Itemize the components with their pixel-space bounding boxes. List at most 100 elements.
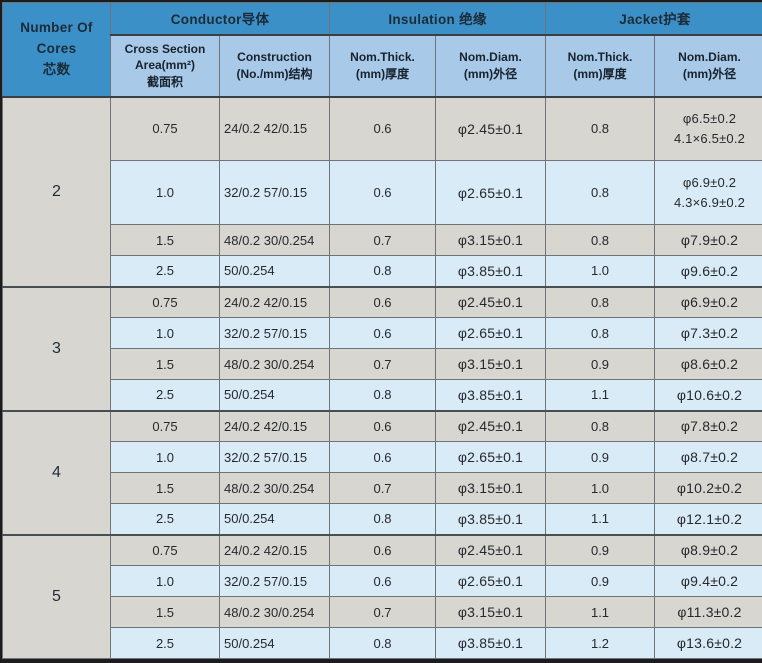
cell-jacket-thickness: 1.1 <box>545 379 656 411</box>
cell-construction: 50/0.254 <box>218 379 331 411</box>
cell-insulation-thickness: 0.6 <box>329 95 437 161</box>
cell-insulation-diameter: φ2.65±0.1 <box>435 441 547 473</box>
cell-cross-section-area: 1.5 <box>110 224 220 256</box>
cell-jacket-diameter: φ8.7±0.2 <box>654 441 762 473</box>
jacket-group-header: Jacket护套 <box>545 2 762 36</box>
cross-section-header: Cross Section Area(mm²) 截面积 <box>110 34 220 98</box>
jacket-thickness-header: Nom.Thick. (mm)厚度 <box>545 34 656 98</box>
cell-jacket-diameter: φ7.9±0.2 <box>654 224 762 256</box>
cell-jacket-thickness: 0.9 <box>545 441 656 473</box>
cell-insulation-thickness: 0.8 <box>329 379 437 411</box>
cell-jacket-diameter: φ9.4±0.2 <box>654 565 762 597</box>
table-row: 5 0.75 24/0.2 42/0.15 0.6 φ2.45±0.1 0.9 φ8.9±0… <box>2 533 762 659</box>
conductor-group-header: Conductor导体 <box>109 2 331 36</box>
cell-jacket-diameter: φ12.1±0.2 <box>654 503 762 535</box>
cell-insulation-diameter: φ2.65±0.1 <box>435 565 547 597</box>
table-body: 2 0.75 24/0.2 42/0.15 0.6 φ2.45±0.1 0.8 φ6.5±0… <box>2 95 762 659</box>
cell-insulation-thickness: 0.6 <box>329 317 437 349</box>
cell-insulation-thickness: 0.8 <box>329 503 437 535</box>
cell-insulation-thickness: 0.8 <box>329 255 437 287</box>
table-row: 1.0 32/0.2 57/0.15 0.6 φ2.65±0.1 0.9 φ8.7±0.2 <box>3 441 762 473</box>
cell-jacket-thickness: 0.8 <box>545 317 656 349</box>
cell-jacket-diameter: φ11.3±0.2 <box>654 596 762 628</box>
table-row: 2.5 50/0.254 0.8 φ3.85±0.1 1.2 φ13.6±0.2 <box>3 627 762 659</box>
cell-insulation-thickness: 0.6 <box>329 441 437 473</box>
cell-insulation-diameter: φ2.45±0.1 <box>435 285 547 318</box>
cell-insulation-diameter: φ2.65±0.1 <box>435 160 547 225</box>
cell-insulation-diameter: φ2.45±0.1 <box>435 409 547 442</box>
cell-construction: 24/0.2 42/0.15 <box>218 409 331 442</box>
cell-construction: 48/0.2 30/0.254 <box>218 224 331 256</box>
cell-cross-section-area: 1.0 <box>110 160 220 225</box>
cell-insulation-diameter: φ3.15±0.1 <box>435 348 547 380</box>
cell-insulation-diameter: φ3.85±0.1 <box>435 379 547 411</box>
cell-insulation-thickness: 0.6 <box>329 533 437 566</box>
cell-construction: 48/0.2 30/0.254 <box>218 348 331 380</box>
cell-insulation-diameter: φ3.15±0.1 <box>435 472 547 504</box>
table-row: 1.0 32/0.2 57/0.15 0.6 φ2.65±0.1 0.8 φ7.3±0.2 <box>3 317 762 349</box>
cell-jacket-thickness: 1.1 <box>545 503 656 535</box>
cell-jacket-diameter: φ6.9±0.2 <box>654 285 762 318</box>
cell-jacket-diameter: φ10.2±0.2 <box>654 472 762 504</box>
cell-insulation-thickness: 0.6 <box>329 160 437 225</box>
table-row: 2.5 50/0.254 0.8 φ3.85±0.1 1.1 φ10.6±0.2 <box>3 379 762 411</box>
cell-insulation-diameter: φ2.45±0.1 <box>435 533 547 566</box>
cell-jacket-thickness: 1.2 <box>545 627 656 659</box>
table-row: 2.5 50/0.254 0.8 φ3.85±0.1 1.1 φ12.1±0.2 <box>3 503 762 535</box>
cell-construction: 50/0.254 <box>218 503 331 535</box>
cell-construction: 24/0.2 42/0.15 <box>218 95 331 161</box>
cell-jacket-diameter: φ9.6±0.2 <box>654 255 762 287</box>
table-row: 1.5 48/0.2 30/0.254 0.7 φ3.15±0.1 1.1 φ11.3±0… <box>3 596 762 628</box>
cell-cross-section-area: 1.5 <box>110 472 220 504</box>
cores-count-cell: 4 <box>2 409 111 535</box>
cell-cross-section-area: 2.5 <box>110 503 220 535</box>
table-row: 3 0.75 24/0.2 42/0.15 0.6 φ2.45±0.1 0.8 φ6.9±0… <box>2 285 762 411</box>
cell-insulation-diameter: φ2.45±0.1 <box>435 95 547 161</box>
cell-cross-section-area: 2.5 <box>110 255 220 287</box>
jacket-diameter-header: Nom.Diam. (mm)外径 <box>654 34 762 98</box>
table-header: Number Of Cores 芯数 Conductor导体 Insulatio… <box>2 2 762 98</box>
cell-jacket-thickness: 1.0 <box>545 255 656 287</box>
cell-jacket-thickness: 0.8 <box>545 95 656 161</box>
table-row: 1.5 48/0.2 30/0.254 0.7 φ3.15±0.1 0.9 φ8.6±0.… <box>3 348 762 380</box>
cell-jacket-thickness: 1.1 <box>545 596 656 628</box>
cores-count-cell: 2 <box>2 95 111 287</box>
cell-jacket-diameter: φ8.9±0.2 <box>654 533 762 566</box>
table-row: 2 0.75 24/0.2 42/0.15 0.6 φ2.45±0.1 0.8 φ6.5±0… <box>2 95 762 287</box>
cell-construction: 32/0.2 57/0.15 <box>218 317 331 349</box>
cell-jacket-thickness: 0.8 <box>545 285 656 318</box>
cell-construction: 32/0.2 57/0.15 <box>218 565 331 597</box>
cell-jacket-thickness: 0.8 <box>545 409 656 442</box>
table-row: 1.0 32/0.2 57/0.15 0.6 φ2.65±0.1 0.8 φ6.9±0.2… <box>3 160 762 225</box>
cell-jacket-diameter: φ7.3±0.2 <box>654 317 762 349</box>
table-row: 1.5 48/0.2 30/0.254 0.7 φ3.15±0.1 1.0 φ10.2±0… <box>3 472 762 504</box>
cell-construction: 24/0.2 42/0.15 <box>218 533 331 566</box>
cell-construction: 50/0.254 <box>218 255 331 287</box>
cell-jacket-thickness: 0.9 <box>545 565 656 597</box>
cell-construction: 32/0.2 57/0.15 <box>218 441 331 473</box>
cell-jacket-diameter: φ10.6±0.2 <box>654 379 762 411</box>
cell-insulation-thickness: 0.8 <box>329 627 437 659</box>
cell-jacket-diameter: φ6.9±0.2 4.3×6.9±0.2 <box>654 160 762 225</box>
table-row: 1.5 48/0.2 30/0.254 0.7 φ3.15±0.1 0.8 φ7.9±0.… <box>3 224 762 256</box>
insulation-diameter-header: Nom.Diam. (mm)外径 <box>435 34 547 98</box>
cell-jacket-thickness: 1.0 <box>545 472 656 504</box>
cell-insulation-thickness: 0.6 <box>329 409 437 442</box>
insulation-thickness-header: Nom.Thick. (mm)厚度 <box>329 34 437 98</box>
cell-cross-section-area: 1.0 <box>110 317 220 349</box>
cell-jacket-thickness: 0.8 <box>545 224 656 256</box>
cell-construction: 50/0.254 <box>218 627 331 659</box>
insulation-group-header: Insulation 绝缘 <box>329 2 547 36</box>
cell-jacket-thickness: 0.9 <box>545 348 656 380</box>
cell-construction: 48/0.2 30/0.254 <box>218 596 331 628</box>
group-header-row: Number Of Cores 芯数 Conductor导体 Insulatio… <box>2 2 762 98</box>
cell-jacket-diameter: φ7.8±0.2 <box>654 409 762 442</box>
cell-insulation-thickness: 0.6 <box>329 285 437 318</box>
cell-cross-section-area: 1.0 <box>110 565 220 597</box>
cell-insulation-diameter: φ3.85±0.1 <box>435 503 547 535</box>
cell-cross-section-area: 0.75 <box>110 533 220 566</box>
cell-cross-section-area: 0.75 <box>110 95 220 161</box>
cell-cross-section-area: 1.0 <box>110 441 220 473</box>
